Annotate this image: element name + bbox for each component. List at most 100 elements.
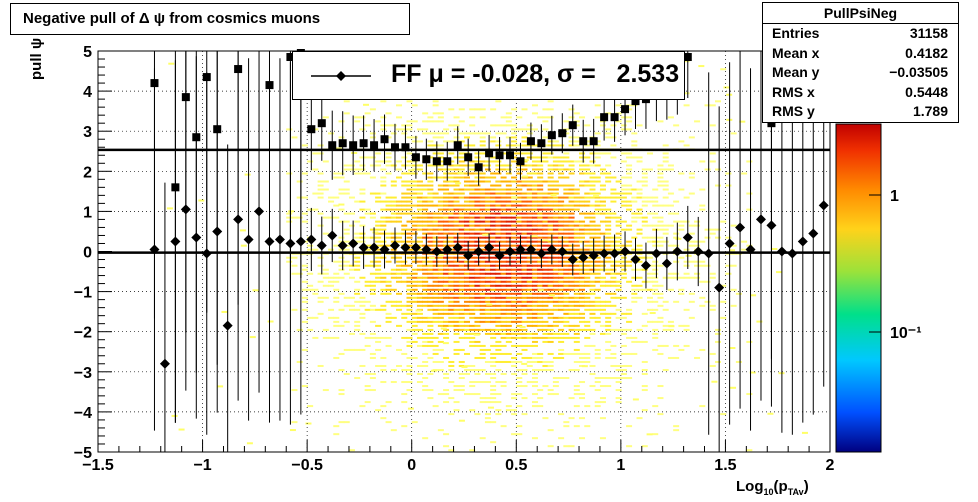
data-point <box>640 260 651 271</box>
y-axis-label: pull ψ <box>28 37 45 80</box>
data-point <box>661 258 672 269</box>
stats-value: 1.789 <box>912 103 948 119</box>
y-tick-label: −3 <box>74 365 92 382</box>
data-point <box>621 105 630 114</box>
data-point <box>307 125 316 134</box>
stats-label: Entries <box>772 25 820 41</box>
y-tick-label: 3 <box>83 124 92 141</box>
data-point <box>317 119 326 128</box>
data-point <box>213 125 222 134</box>
y-tick-label: 1 <box>83 204 92 221</box>
stats-row-mean-x: Mean x 0.4182 <box>763 44 958 64</box>
stats-value: −0.03505 <box>889 64 948 80</box>
data-point <box>181 93 190 102</box>
data-point <box>651 248 662 259</box>
colorbar-tick-label: 10⁻¹ <box>890 325 922 342</box>
y-tick-label: −1 <box>74 285 92 302</box>
stats-row-rms-x: RMS x 0.5448 <box>763 83 958 103</box>
legend-marker <box>311 71 371 81</box>
x-tick-label: −1.5 <box>82 457 114 474</box>
stats-label: Mean y <box>772 64 820 80</box>
data-point <box>776 246 787 257</box>
data-point <box>474 163 483 172</box>
stats-label: Mean x <box>772 44 820 61</box>
data-point <box>338 139 347 148</box>
data-point <box>431 246 442 257</box>
data-point <box>411 153 420 162</box>
data-point <box>599 248 610 259</box>
x-tick-label: 0 <box>407 457 416 474</box>
data-point <box>379 244 390 255</box>
y-tick-label: −4 <box>74 405 92 422</box>
data-point <box>631 97 640 106</box>
data-point <box>703 248 714 259</box>
data-point <box>546 244 557 255</box>
data-point <box>630 254 641 265</box>
data-point <box>797 236 808 247</box>
data-point <box>494 250 505 261</box>
data-point <box>600 113 609 122</box>
data-point <box>787 248 798 259</box>
data-point <box>243 234 254 245</box>
data-point <box>818 200 829 211</box>
data-point <box>755 214 766 225</box>
data-point <box>506 151 515 160</box>
y-tick-label: 0 <box>83 245 92 262</box>
data-point <box>683 53 692 62</box>
data-point <box>358 242 369 253</box>
data-point <box>464 153 473 162</box>
data-point <box>714 282 725 293</box>
data-point <box>401 143 410 152</box>
data-point <box>316 240 327 251</box>
data-point <box>537 139 546 148</box>
data-point <box>808 228 819 239</box>
data-point <box>390 143 399 152</box>
data-point <box>485 149 494 158</box>
data-point <box>380 135 389 144</box>
data-point <box>452 242 463 253</box>
data-point <box>484 242 495 253</box>
data-point <box>463 250 474 261</box>
data-point <box>442 244 453 255</box>
data-point <box>370 141 379 150</box>
data-point <box>589 137 598 146</box>
x-tick-label: 0.5 <box>505 457 527 474</box>
data-point <box>453 141 462 150</box>
data-point <box>735 222 746 233</box>
data-point <box>159 358 170 369</box>
stats-row-mean-y: Mean y −0.03505 <box>763 63 958 83</box>
data-point <box>682 232 693 243</box>
data-point <box>505 246 516 257</box>
y-tick-label: −2 <box>74 325 92 342</box>
data-point <box>171 183 180 192</box>
data-point <box>767 119 776 128</box>
x-axis-label: Log10(pTAv) <box>736 478 809 497</box>
y-tick-label: 2 <box>83 164 92 181</box>
data-point <box>410 242 421 253</box>
stats-box: PullPsiNeg Entries 31158 Mean x 0.4182 M… <box>762 2 959 123</box>
data-point <box>400 242 411 253</box>
data-point <box>620 246 631 257</box>
data-point <box>202 73 211 82</box>
y-tick-label: 5 <box>83 44 92 61</box>
data-point <box>192 133 201 142</box>
legend-entry: FF μ = -0.028, σ = 2.533 <box>391 60 680 88</box>
stats-label: RMS x <box>772 83 815 100</box>
data-point <box>526 137 535 146</box>
x-tick-label: 2 <box>826 457 835 474</box>
data-point <box>724 238 735 249</box>
data-point <box>693 246 704 257</box>
data-point <box>348 238 359 249</box>
data-point <box>222 320 233 331</box>
data-point <box>150 79 159 88</box>
data-point <box>515 244 526 255</box>
data-point <box>306 234 317 245</box>
data-point <box>234 65 243 74</box>
colorbar: 1 10⁻¹ <box>835 123 922 453</box>
data-point <box>516 157 525 166</box>
x-tick-label: −1 <box>193 457 211 474</box>
stats-label: RMS y <box>772 103 815 119</box>
data-point <box>328 141 337 150</box>
x-tick-label: 1 <box>616 457 625 474</box>
